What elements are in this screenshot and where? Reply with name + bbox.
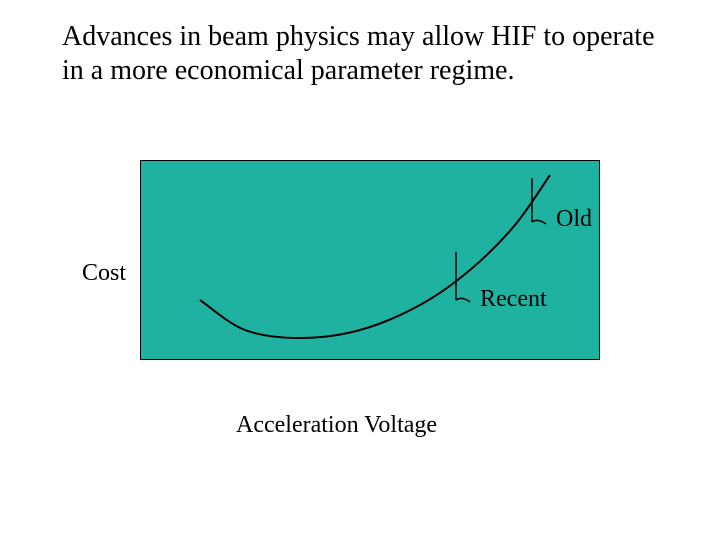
cost-curve — [200, 175, 550, 338]
recent-label: Recent — [480, 286, 547, 313]
slide-page: Advances in beam physics may allow HIF t… — [0, 0, 720, 540]
old-label: Old — [556, 206, 592, 233]
old-marker-tail — [532, 220, 546, 224]
chart-svg-layer — [0, 0, 720, 540]
recent-marker-tail — [456, 298, 470, 302]
